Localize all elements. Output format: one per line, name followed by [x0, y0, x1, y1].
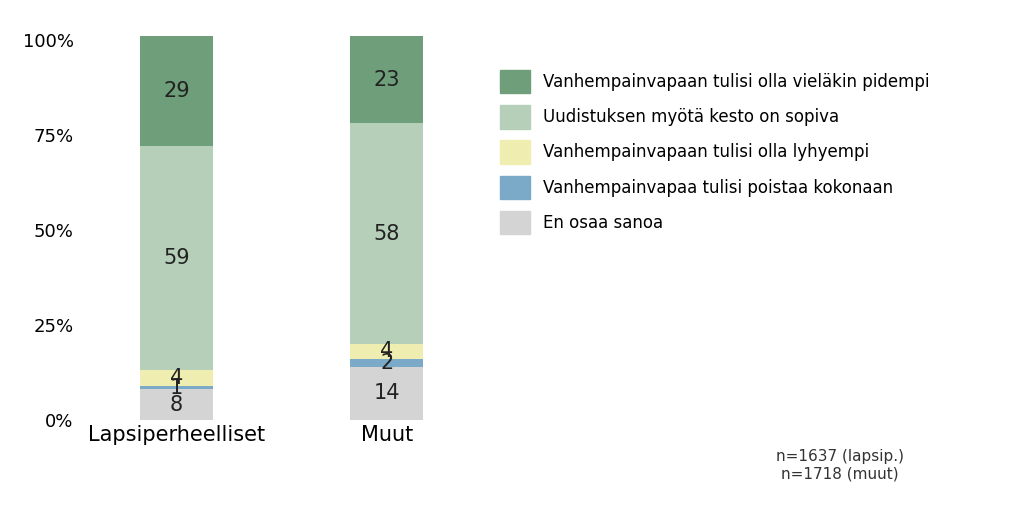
Text: n=1637 (lapsip.)
n=1718 (muut): n=1637 (lapsip.) n=1718 (muut) [776, 449, 903, 481]
Bar [350, 36, 424, 123]
Text: 29: 29 [163, 81, 189, 101]
Text: 14: 14 [374, 383, 400, 403]
Text: 59: 59 [163, 248, 189, 268]
Text: 23: 23 [374, 70, 400, 90]
Text: 4: 4 [170, 368, 183, 388]
Legend: Vanhempainvapaan tulisi olla vieläkin pidempi, Uudistuksen myötä kesto on sopiva: Vanhempainvapaan tulisi olla vieläkin pi… [500, 70, 930, 234]
Text: 2: 2 [380, 353, 393, 373]
Bar [350, 123, 424, 344]
Text: 58: 58 [374, 224, 400, 244]
Bar [139, 36, 213, 146]
Bar [139, 386, 213, 390]
Text: 1: 1 [170, 377, 183, 397]
Text: 4: 4 [380, 342, 393, 361]
Bar [350, 367, 424, 420]
Text: 8: 8 [170, 395, 183, 415]
Bar [139, 390, 213, 420]
Bar [350, 344, 424, 359]
Bar [139, 146, 213, 370]
Bar [350, 359, 424, 367]
Bar [139, 370, 213, 386]
